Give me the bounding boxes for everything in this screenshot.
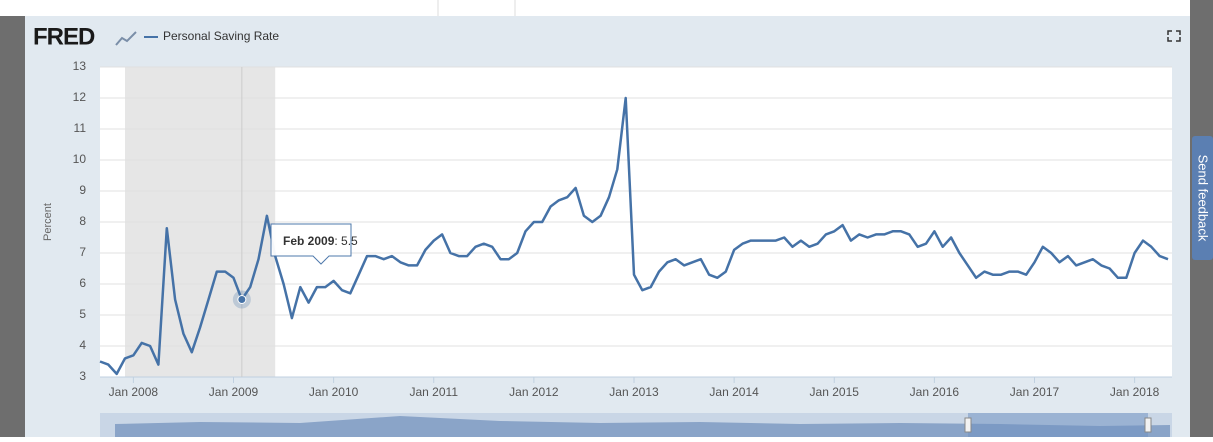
x-tick-label: Jan 2017 [1010,385,1060,399]
x-tick-label: Jan 2016 [910,385,960,399]
tooltip-value: 5.5 [341,234,358,248]
top-strip [0,0,1190,16]
feedback-label[interactable]: Send feedback [1196,155,1211,242]
y-tick-label: 5 [79,307,86,321]
x-tick-label: Jan 2014 [709,385,759,399]
x-tick-label: Jan 2008 [109,385,159,399]
y-tick-label: 11 [74,121,87,135]
x-tick-label: Jan 2011 [410,385,459,399]
tooltip-box [270,223,352,265]
x-tick-label: Jan 2012 [509,385,559,399]
y-tick-label: 8 [79,214,86,228]
hover-point [237,295,247,304]
y-axis-title: Percent [42,203,54,241]
tooltip-text: Feb 2009: 5.5 [283,234,358,248]
navigator-handle[interactable] [964,417,972,433]
y-tick-label: 10 [73,152,87,166]
logo[interactable]: FRED [33,23,96,50]
y-tick-label: 13 [73,59,87,73]
legend-entry[interactable]: Personal Saving Rate [163,29,279,43]
x-tick-label: Jan 2009 [209,385,259,399]
feedback-tab[interactable] [1192,136,1213,260]
navigator-selection[interactable] [968,413,1148,437]
tooltip-separator: : [334,234,341,248]
y-tick-label: 6 [79,276,86,290]
navigator-handle[interactable] [1144,417,1152,433]
navigator-series [115,416,1170,437]
x-tick-label: Jan 2015 [810,385,860,399]
tooltip-date: Feb 2009 [283,234,335,248]
y-tick-label: 4 [79,338,86,352]
y-tick-label: 7 [79,245,86,259]
y-tick-label: 12 [73,90,87,104]
plot: 3 4 5 6 7 8 9 10 11 12 13 Jan 2008 Jan 2009 Jan 2010 J… [73,59,1172,399]
x-tick-label: Jan 2013 [609,385,659,399]
y-tick-label: 3 [79,369,86,383]
y-tick-label: 9 [79,183,86,197]
x-tick-label: Jan 2018 [1110,385,1160,399]
series-line [99,96,1169,376]
tooltip: Feb 2009: 5.5 [270,223,358,265]
fullscreen-icon[interactable] [1167,30,1181,42]
x-tick-label: Jan 2010 [309,385,359,399]
logo-icon [115,31,137,46]
